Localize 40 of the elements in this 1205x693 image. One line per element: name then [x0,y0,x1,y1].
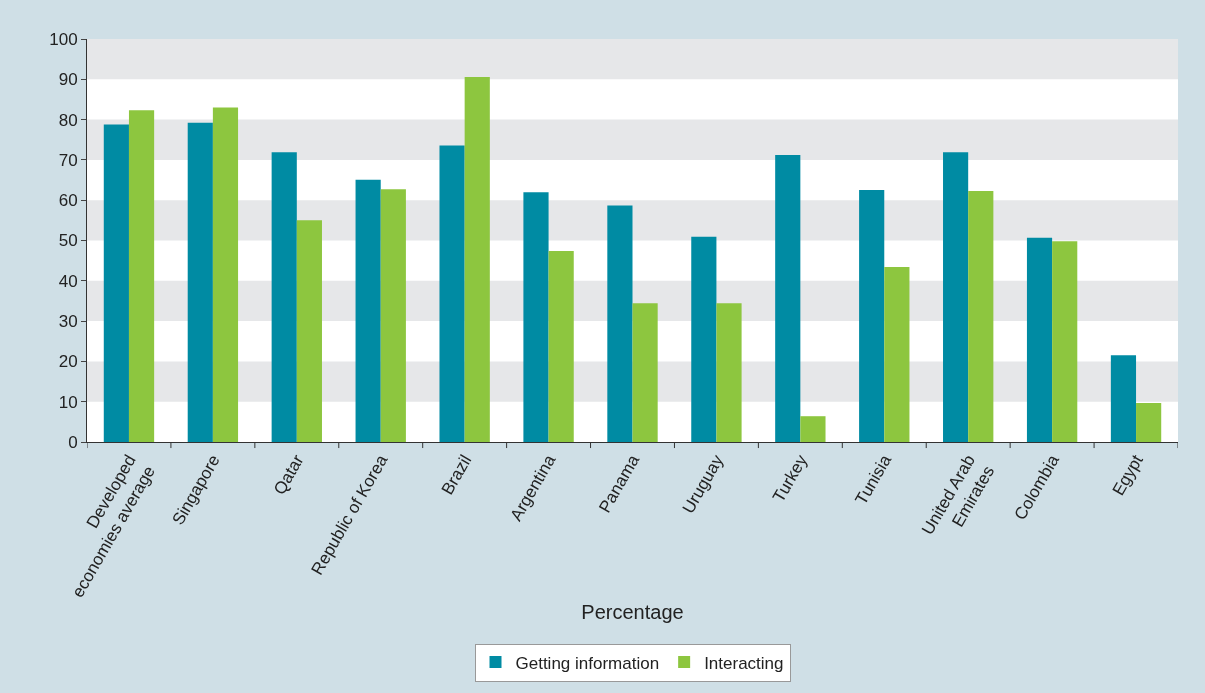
y-tick-label: 50 [58,231,78,251]
bar [103,124,129,442]
bar [800,416,826,442]
legend-label: Getting information [515,653,660,673]
bar [523,192,549,442]
y-tick-label: 70 [58,150,78,170]
y-tick-label: 100 [49,29,78,49]
bar [1052,241,1078,442]
y-tick-label: 30 [58,312,78,332]
bar [1110,355,1137,442]
bar [1026,237,1053,442]
bar [775,155,801,442]
bar [859,190,885,442]
x-axis-title: Percentage [581,601,684,624]
legend-label: Interacting [704,653,784,673]
bar [355,179,381,442]
bar [716,303,742,442]
bar [380,189,406,442]
bar [968,190,994,442]
y-tick-label: 60 [58,191,78,211]
bar [632,303,658,442]
y-tick-label: 20 [58,352,78,372]
bar [128,110,155,442]
bar [607,205,633,442]
y-tick-label: 80 [58,110,78,130]
bar [943,152,969,442]
bar [296,220,322,442]
bar [212,107,239,442]
bar [439,145,465,442]
bar [548,250,574,442]
bar [1136,402,1162,442]
bar [187,122,213,442]
y-tick-label: 90 [58,70,78,90]
y-tick-label: 40 [58,271,78,291]
bar [884,267,910,442]
bar [464,76,490,442]
bar [271,152,297,442]
bar [691,236,717,442]
y-tick-label: 0 [68,432,78,452]
y-tick-label: 10 [58,392,78,412]
